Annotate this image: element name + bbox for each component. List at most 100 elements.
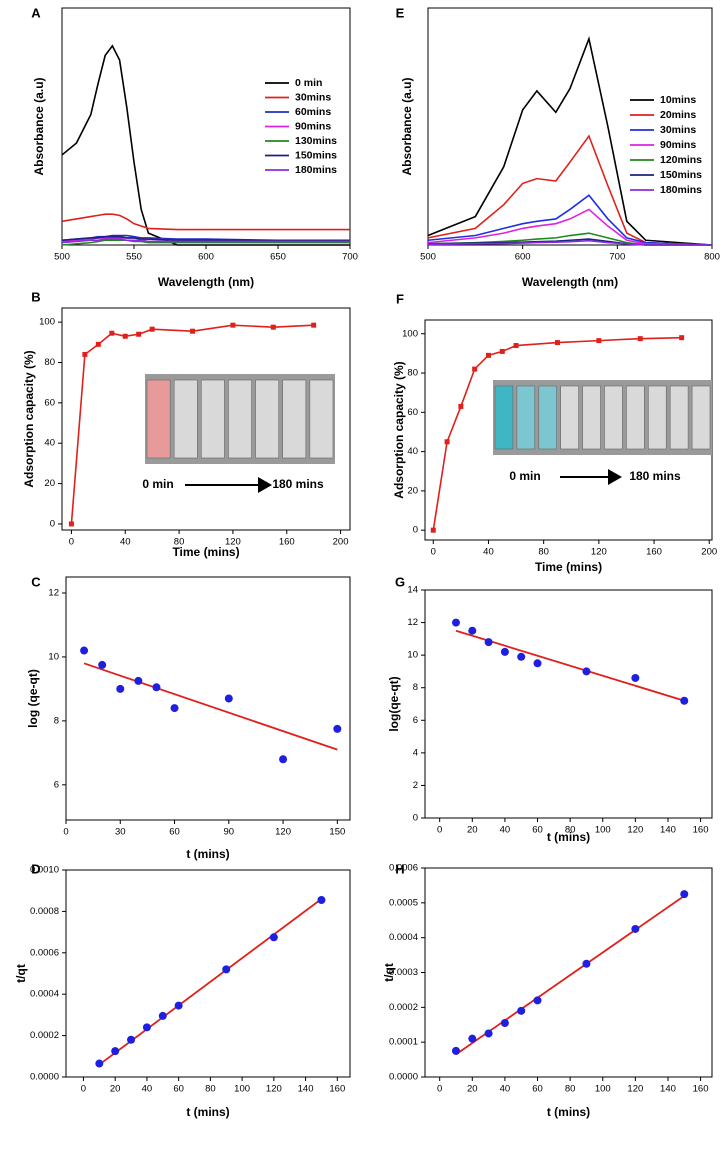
legend-label: 60mins	[295, 106, 331, 118]
x-tick-label: 500	[54, 252, 70, 263]
x-axis-label: t (mins)	[186, 1105, 229, 1119]
point-marker	[122, 333, 128, 339]
x-axis-label: t (mins)	[547, 1105, 590, 1119]
data-point	[142, 1023, 151, 1032]
y-tick-label: 60	[407, 407, 418, 418]
panel-letter: F	[396, 291, 404, 306]
x-tick-label: 120	[275, 827, 291, 838]
data-point	[582, 667, 591, 676]
y-tick-label: 2	[413, 780, 418, 791]
cuvette	[560, 385, 579, 450]
cuvette	[538, 385, 557, 450]
y-axis-label: t/qt	[14, 964, 28, 983]
y-tick-label: 12	[407, 617, 418, 628]
cuvette	[516, 385, 536, 450]
x-tick-label: 140	[660, 1084, 676, 1095]
x-axis-label: Time (mins)	[172, 545, 239, 559]
point-marker	[95, 341, 101, 347]
data-point	[517, 652, 526, 661]
x-axis-label: Wavelength (nm)	[522, 275, 618, 289]
point-marker	[554, 340, 560, 346]
point-marker	[596, 338, 602, 344]
y-tick-label: 0.0006	[389, 863, 418, 874]
x-tick-label: 100	[595, 1084, 611, 1095]
legend-label: 180mins	[295, 164, 337, 176]
y-tick-label: 0.0002	[389, 1002, 418, 1013]
cuvette	[146, 379, 171, 459]
y-tick-label: 4	[413, 747, 418, 758]
x-tick-label: 0	[437, 1084, 442, 1095]
y-tick-label: 8	[413, 682, 418, 693]
data-point	[468, 626, 477, 635]
data-point	[680, 696, 689, 705]
panel-letter: H	[395, 861, 404, 876]
x-tick-label: 60	[532, 1084, 543, 1095]
point-marker	[430, 527, 436, 533]
fit-line	[98, 898, 322, 1066]
y-tick-label: 0.0006	[30, 947, 59, 958]
cuvette	[494, 385, 514, 450]
data-point	[451, 618, 460, 627]
cuvette	[669, 385, 689, 450]
panel-letter: A	[31, 5, 41, 20]
x-tick-label: 30	[115, 827, 126, 838]
fit-line	[83, 662, 338, 751]
cuvette	[173, 379, 198, 459]
series-line	[427, 208, 713, 246]
data-point	[500, 647, 509, 656]
data-point	[152, 683, 161, 692]
x-tick-label: 40	[120, 537, 131, 548]
legend-label: 30mins	[295, 91, 331, 103]
x-tick-label: 160	[646, 547, 662, 558]
y-tick-label: 80	[407, 368, 418, 379]
y-tick-label: 60	[44, 397, 55, 408]
series-line	[61, 235, 350, 242]
series-line	[427, 36, 713, 246]
x-tick-label: 90	[224, 827, 235, 838]
annotation: 180 mins	[629, 469, 681, 483]
y-tick-label: 0.0004	[389, 932, 418, 943]
x-axis-label: Wavelength (nm)	[158, 275, 254, 289]
point-marker	[68, 521, 74, 527]
data-point	[500, 1019, 509, 1028]
x-tick-label: 160	[279, 537, 295, 548]
data-point	[317, 896, 326, 905]
point-marker	[485, 352, 491, 358]
x-tick-label: 40	[500, 1084, 511, 1095]
y-axis-label: Adsorption capacity (%)	[392, 361, 406, 498]
x-tick-label: 80	[538, 547, 549, 558]
x-tick-label: 120	[266, 1084, 282, 1095]
y-tick-label: 20	[44, 478, 55, 489]
x-tick-label: 20	[110, 1084, 121, 1095]
x-tick-label: 120	[627, 1084, 643, 1095]
x-tick-label: 160	[693, 825, 709, 836]
legend-label: 120mins	[660, 154, 702, 166]
y-tick-label: 0.0000	[389, 1072, 418, 1083]
cuvette	[228, 379, 252, 459]
point-marker	[458, 403, 464, 409]
x-tick-label: 700	[609, 252, 625, 263]
x-tick-label: 80	[205, 1084, 216, 1095]
x-tick-label: 0	[63, 827, 68, 838]
plot-frame	[65, 869, 351, 1078]
y-tick-label: 100	[402, 328, 418, 339]
legend-label: 130mins	[295, 135, 337, 147]
y-axis-label: t/qt	[382, 963, 396, 982]
x-tick-label: 80	[174, 537, 185, 548]
legend-label: 180mins	[660, 184, 702, 196]
x-tick-label: 60	[173, 1084, 184, 1095]
y-tick-label: 40	[44, 438, 55, 449]
y-tick-label: 0	[413, 525, 418, 536]
legend-label: 90mins	[295, 120, 331, 132]
x-tick-label: 150	[329, 827, 345, 838]
y-tick-label: 6	[54, 779, 59, 790]
y-axis-label: log (qe-qt)	[26, 669, 40, 728]
x-tick-label: 0	[437, 825, 442, 836]
y-tick-label: 0.0002	[30, 1030, 59, 1041]
series-line	[427, 134, 713, 246]
y-tick-label: 0.0000	[30, 1072, 59, 1083]
x-tick-label: 60	[169, 827, 180, 838]
y-tick-label: 10	[407, 650, 418, 661]
x-tick-label: 500	[420, 252, 436, 263]
data-point	[127, 1035, 136, 1044]
